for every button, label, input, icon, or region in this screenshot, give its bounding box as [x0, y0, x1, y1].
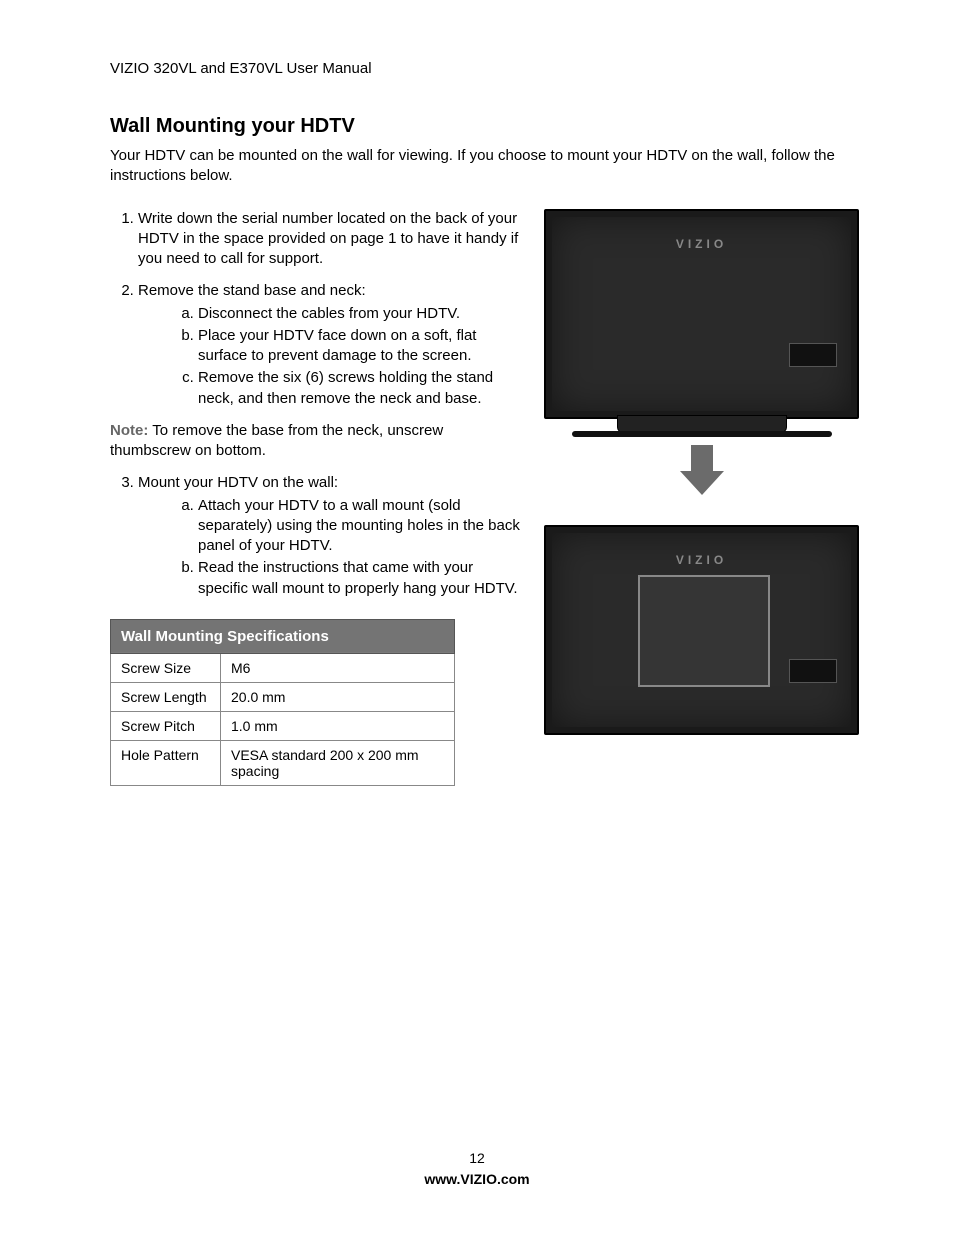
step-2c: Remove the six (6) screws holding the st…	[198, 368, 522, 409]
tv-label-icon	[789, 343, 837, 367]
step-3a: Attach your HDTV to a wall mount (sold s…	[198, 496, 522, 557]
intro-paragraph: Your HDTV can be mounted on the wall for…	[110, 146, 859, 187]
tv-foot-icon	[572, 431, 832, 437]
spec-key: Screw Size	[111, 653, 221, 682]
left-column: Write down the serial number located on …	[110, 209, 522, 786]
spec-table-title: Wall Mounting Specifications	[111, 619, 455, 653]
spec-key: Hole Pattern	[111, 740, 221, 785]
tv-logo: VIZIO	[676, 553, 727, 567]
section-title: Wall Mounting your HDTV	[110, 115, 859, 138]
step-2-text: Remove the stand base and neck:	[138, 282, 366, 299]
instruction-list-cont: Mount your HDTV on the wall: Attach your…	[110, 473, 522, 599]
doc-header: VIZIO 320VL and E370VL User Manual	[110, 60, 859, 77]
note-text: To remove the base from the neck, unscre…	[110, 422, 443, 459]
page-number: 12	[0, 1148, 954, 1169]
figure-tv-no-stand: VIZIO	[544, 525, 859, 735]
step-2: Remove the stand base and neck: Disconne…	[138, 281, 522, 409]
step-2b: Place your HDTV face down on a soft, fla…	[198, 326, 522, 367]
tv-logo: VIZIO	[676, 237, 727, 251]
step-3-substeps: Attach your HDTV to a wall mount (sold s…	[138, 496, 522, 599]
step-3: Mount your HDTV on the wall: Attach your…	[138, 473, 522, 599]
spec-key: Screw Pitch	[111, 711, 221, 740]
instruction-list: Write down the serial number located on …	[110, 209, 522, 409]
spec-val: 1.0 mm	[221, 711, 455, 740]
step-1: Write down the serial number located on …	[138, 209, 522, 270]
table-row: Screw Size M6	[111, 653, 455, 682]
step-2a: Disconnect the cables from your HDTV.	[198, 304, 522, 324]
right-column: VIZIO VIZIO	[544, 209, 859, 786]
spec-val: VESA standard 200 x 200 mm spacing	[221, 740, 455, 785]
spec-table: Wall Mounting Specifications Screw Size …	[110, 619, 455, 786]
vesa-mount-icon	[638, 575, 770, 687]
content-area: Write down the serial number located on …	[110, 209, 859, 786]
page-footer: 12 www.VIZIO.com	[0, 1148, 954, 1190]
spec-val: 20.0 mm	[221, 682, 455, 711]
spec-key: Screw Length	[111, 682, 221, 711]
spec-val: M6	[221, 653, 455, 682]
tv-label-icon	[789, 659, 837, 683]
tv-back-icon: VIZIO	[544, 209, 859, 419]
table-row: Screw Length 20.0 mm	[111, 682, 455, 711]
step-2-substeps: Disconnect the cables from your HDTV. Pl…	[138, 304, 522, 409]
note-label: Note:	[110, 422, 148, 439]
step-3b: Read the instructions that came with you…	[198, 558, 522, 599]
note: Note: To remove the base from the neck, …	[110, 421, 522, 462]
figure-tv-with-stand: VIZIO	[544, 209, 859, 497]
footer-url: www.VIZIO.com	[0, 1169, 954, 1190]
down-arrow-icon	[680, 445, 724, 495]
table-row: Hole Pattern VESA standard 200 x 200 mm …	[111, 740, 455, 785]
table-row: Screw Pitch 1.0 mm	[111, 711, 455, 740]
step-3-text: Mount your HDTV on the wall:	[138, 474, 338, 491]
